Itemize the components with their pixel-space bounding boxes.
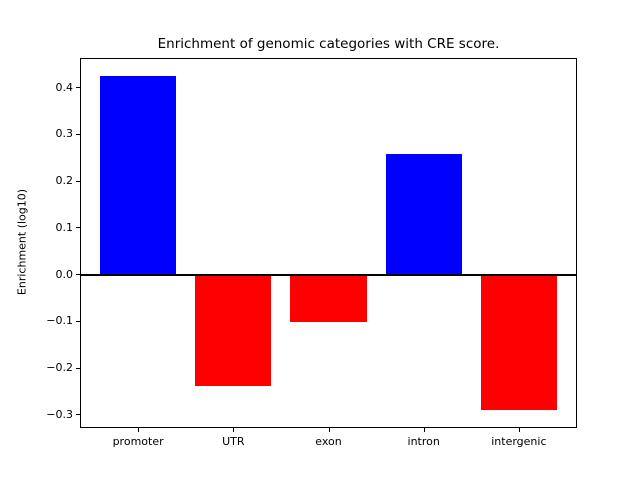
- y-tick-label: −0.1: [46, 314, 73, 328]
- y-tick-mark: [76, 320, 80, 322]
- y-tick-label: 0.4: [55, 80, 74, 94]
- y-tick-label: 0.1: [55, 220, 74, 234]
- bar-intergenic: [480, 274, 557, 411]
- y-tick-mark: [76, 180, 80, 182]
- x-tick-label-intergenic: intergenic: [491, 435, 547, 448]
- x-tick-mark: [518, 428, 520, 432]
- chart-title: Enrichment of genomic categories with CR…: [157, 36, 500, 52]
- y-tick-label: −0.2: [46, 361, 73, 375]
- zero-line: [81, 273, 576, 276]
- y-tick-label: 0.3: [55, 127, 74, 141]
- x-tick-label-UTR: UTR: [222, 435, 245, 448]
- y-tick-mark: [76, 274, 80, 276]
- x-tick-mark: [138, 428, 140, 432]
- plot-area: [80, 58, 577, 428]
- x-tick-mark: [233, 428, 235, 432]
- bar-UTR: [195, 274, 272, 386]
- y-tick-label: 0.2: [55, 174, 74, 188]
- x-tick-label-intron: intron: [407, 435, 440, 448]
- x-tick-mark: [328, 428, 330, 432]
- y-tick-label: −0.3: [46, 407, 73, 421]
- x-tick-label-promoter: promoter: [112, 435, 164, 448]
- y-tick-mark: [76, 133, 80, 135]
- bar-intron: [385, 154, 462, 275]
- x-tick-label-exon: exon: [315, 435, 342, 448]
- y-tick-mark: [76, 227, 80, 229]
- y-tick-label: 0.0: [55, 267, 74, 281]
- bar-exon: [290, 274, 367, 323]
- y-tick-mark: [76, 414, 80, 416]
- y-tick-mark: [76, 367, 80, 369]
- y-tick-mark: [76, 87, 80, 89]
- x-tick-mark: [423, 428, 425, 432]
- bar-promoter: [100, 75, 177, 275]
